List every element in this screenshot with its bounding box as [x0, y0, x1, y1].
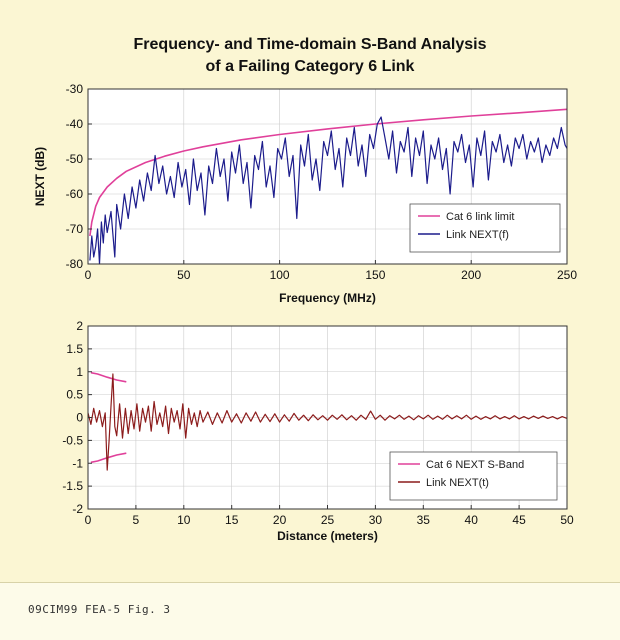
caption-divider — [0, 582, 620, 583]
legend: Cat 6 NEXT S-Band Link NEXT(t) — [389, 451, 558, 501]
x-tick-label: 0 — [85, 268, 92, 282]
x-tick-label: 50 — [560, 513, 574, 527]
legend: Cat 6 link limit Link NEXT(f) — [409, 203, 561, 253]
x-tick-label: 25 — [321, 513, 335, 527]
x-tick-label: 20 — [273, 513, 287, 527]
x-tick-label: 150 — [365, 268, 385, 282]
x-tick-label: 30 — [369, 513, 383, 527]
y-axis-label: NEXT (dB) — [33, 147, 47, 206]
x-tick-label: 10 — [177, 513, 191, 527]
y-tick-label: -1 — [72, 456, 83, 470]
x-tick-label: 0 — [85, 513, 92, 527]
x-axis-label: Distance (meters) — [277, 529, 378, 543]
y-tick-label: -60 — [66, 187, 84, 201]
y-tick-label: 2 — [76, 319, 83, 333]
x-tick-label: 15 — [225, 513, 239, 527]
y-tick-label: -50 — [66, 152, 84, 166]
y-tick-label: 0.5 — [66, 388, 83, 402]
x-tick-label: 5 — [133, 513, 140, 527]
x-tick-label: 35 — [417, 513, 431, 527]
series-line-2 — [87, 373, 568, 471]
series-line-1 — [90, 371, 127, 383]
time-domain-chart: 0 5 10 15 20 25 30 35 40 45 50 -2 -1.5 -1 -0.5 0 0.5 1 1.5… — [62, 319, 574, 543]
x-tick-label: 40 — [465, 513, 479, 527]
frequency-domain-chart: 0 50 100 150 200 250 -80 -70 -60 -50 -40 -30 Frequen… — [33, 82, 577, 305]
x-tick-label: 200 — [461, 268, 481, 282]
series-line-2 — [89, 116, 568, 265]
legend-entry-1: Cat 6 NEXT S-Band — [426, 459, 524, 471]
figure-title-line-1: Frequency- and Time-domain S-Band Analys… — [133, 36, 487, 53]
y-tick-label: -70 — [66, 222, 84, 236]
y-tick-label: -2 — [72, 502, 83, 516]
figure-title: Frequency- and Time-domain S-Band Analys… — [0, 34, 620, 78]
legend-entry-2: Link NEXT(f) — [446, 229, 509, 241]
y-tick-label: -40 — [66, 117, 84, 131]
series-line-1 — [89, 108, 568, 237]
legend-box — [409, 203, 561, 253]
x-tick-label: 45 — [512, 513, 526, 527]
x-tick-label: 100 — [270, 268, 290, 282]
legend-box — [389, 451, 558, 501]
plot-frame — [87, 88, 568, 265]
y-tick-label: -0.5 — [62, 433, 83, 447]
y-tick-label: -80 — [66, 257, 84, 271]
legend-entry-1: Cat 6 link limit — [446, 211, 514, 223]
y-tick-label: 1 — [76, 365, 83, 379]
y-tick-label: -30 — [66, 82, 84, 96]
y-tick-label: 0 — [76, 411, 83, 425]
figure-title-line-2: of a Failing Category 6 Link — [205, 58, 415, 75]
chart-canvas: 0 50 100 150 200 250-80-70-60-50-40-30Frequen… — [33, 82, 577, 543]
x-tick-label: 50 — [177, 268, 191, 282]
y-tick-label: -1.5 — [62, 479, 83, 493]
y-tick-label: 1.5 — [66, 342, 83, 356]
x-axis-label: Frequency (MHz) — [279, 291, 376, 305]
legend-entry-2: Link NEXT(t) — [426, 477, 489, 489]
x-tick-label: 250 — [557, 268, 577, 282]
figure-caption: 09CIM99 FEA-5 Fig. 3 — [28, 603, 171, 616]
